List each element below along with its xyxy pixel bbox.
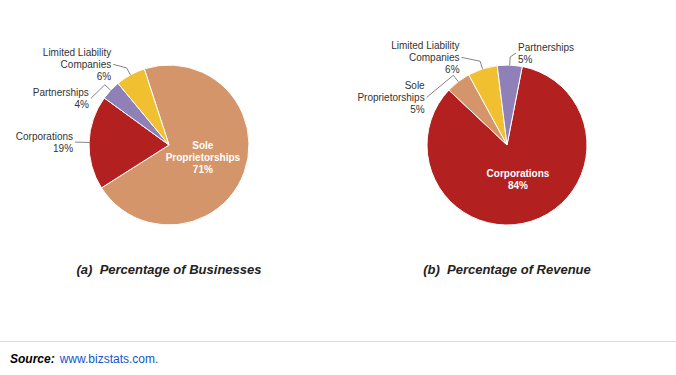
svg-text:Corporations19%: Corporations19% xyxy=(16,131,73,154)
svg-text:SoleProprietorships5%: SoleProprietorships5% xyxy=(357,80,425,115)
svg-text:Limited LiabilityCompanies6%: Limited LiabilityCompanies6% xyxy=(43,47,111,82)
html-text:(a) Percentage of Businesses: (a) Percentage of Businesses xyxy=(76,262,262,277)
svg-text:Corporations84%: Corporations84% xyxy=(487,168,550,191)
svg-text:Partnerships5%: Partnerships5% xyxy=(518,42,574,65)
html-text:Source: www.bizstats.com.: Source: www.bizstats.com. xyxy=(10,351,159,366)
svg-text:SoleProprietorships71%: SoleProprietorships71% xyxy=(166,140,241,175)
svg-text:Limited LiabilityCompanies6%: Limited LiabilityCompanies6% xyxy=(391,40,459,75)
html-text:(b) Percentage of Revenue: (b) Percentage of Revenue xyxy=(423,262,591,277)
svg-text:Partnerships4%: Partnerships4% xyxy=(33,87,89,110)
